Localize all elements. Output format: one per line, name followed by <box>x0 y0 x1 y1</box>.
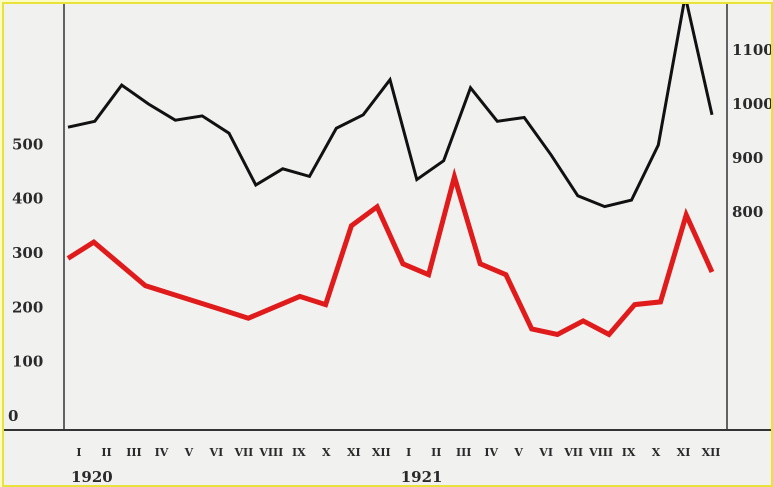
month-label: X <box>652 446 661 459</box>
series-line-right-axis <box>68 4 712 207</box>
month-label: XI <box>677 446 691 459</box>
month-label: XII <box>702 446 721 459</box>
right-tick-label: 1200 <box>732 4 771 5</box>
series-line-left-axis <box>68 177 712 335</box>
right-tick-label: 800 <box>732 203 763 221</box>
month-label: VII <box>233 446 253 459</box>
month-label: I <box>406 446 411 459</box>
month-label: V <box>513 446 523 459</box>
month-label: I <box>76 446 81 459</box>
month-label: VII <box>563 446 583 459</box>
left-tick-label: 300 <box>12 244 43 262</box>
month-label: X <box>322 446 331 459</box>
month-label: XII <box>372 446 391 459</box>
month-label: VI <box>209 446 224 459</box>
right-tick-label: 900 <box>732 149 763 167</box>
left-tick-label: 200 <box>12 298 43 316</box>
month-label: VIII <box>258 446 283 459</box>
year-label: 1921 <box>401 468 443 485</box>
month-label: V <box>184 446 194 459</box>
left-tick-label: 500 <box>12 135 43 153</box>
month-label: VI <box>538 446 553 459</box>
month-label: II <box>101 446 111 459</box>
month-label: II <box>431 446 441 459</box>
left-tick-label: 400 <box>12 190 43 208</box>
right-tick-label: 1000 <box>732 95 771 113</box>
month-label: IV <box>484 446 498 459</box>
left-tick-label: 0 <box>8 407 18 425</box>
month-label: IV <box>155 446 169 459</box>
month-label: III <box>456 446 471 459</box>
month-label: XI <box>347 446 361 459</box>
year-label: 1920 <box>71 468 113 485</box>
month-label: VIII <box>588 446 613 459</box>
month-label: IX <box>622 446 636 459</box>
right-tick-label: 1100 <box>732 41 771 59</box>
month-label: IX <box>292 446 306 459</box>
month-label: III <box>126 446 141 459</box>
left-tick-label: 100 <box>12 353 43 371</box>
